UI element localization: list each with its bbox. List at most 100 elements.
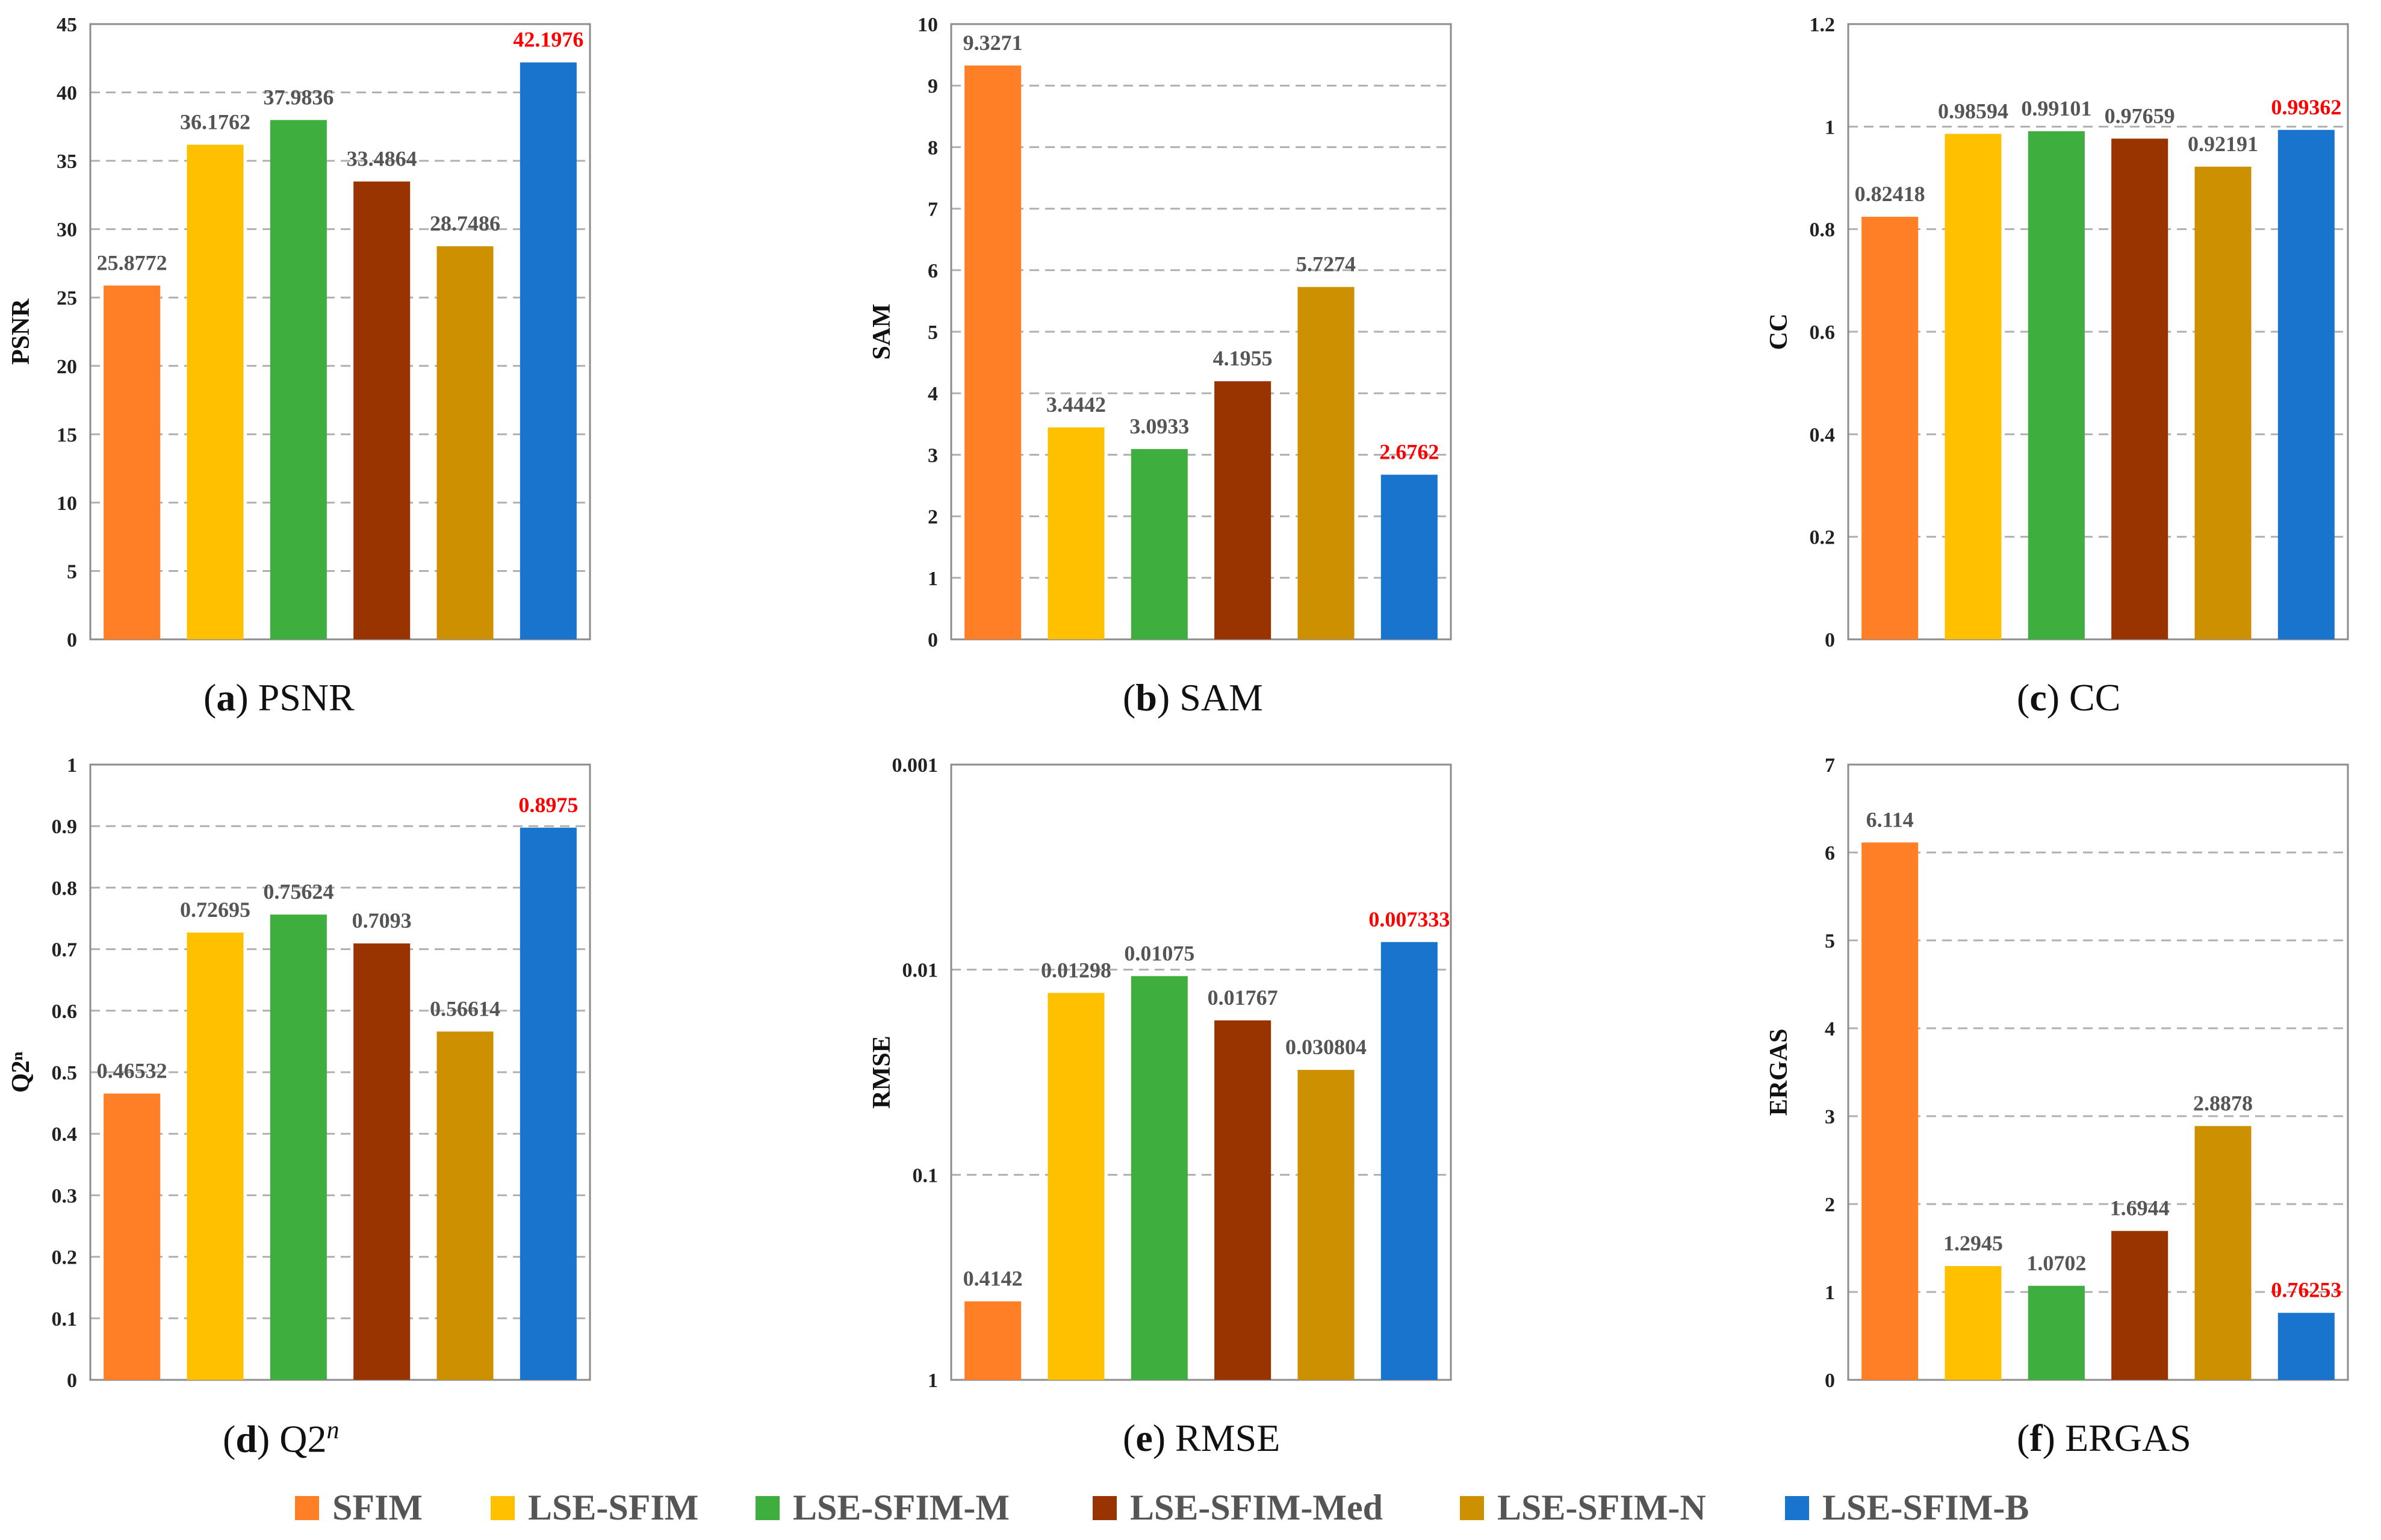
bar-lse-sfim-med xyxy=(2111,138,2168,639)
bar-lse-sfim-m xyxy=(1131,976,1188,1380)
caption-f: (f) ERGAS xyxy=(2017,1417,2191,1459)
data-label: 0.01298 xyxy=(1041,958,1111,982)
data-label: 36.1762 xyxy=(180,110,250,134)
tick-label: 0 xyxy=(67,629,77,651)
legend-item-lse-sfim-n: LSE-SFIM-N xyxy=(1460,1487,1706,1529)
tick-label: 5 xyxy=(1825,930,1835,952)
tick-label: 7 xyxy=(1825,754,1835,777)
caption-text: ERGAS xyxy=(2064,1417,2191,1459)
caption-c: (c) CC xyxy=(2017,676,2121,719)
chart-ergas: 0 1 2 3 4 5 6 7 ERGAS 6.114 1.2945 1.0702 1.6944 2.88… xyxy=(1758,741,2360,1392)
data-label: 0.75624 xyxy=(263,880,334,904)
data-label: 0.8975 xyxy=(518,793,578,817)
tick-label: 45 xyxy=(57,14,77,36)
tick-label: 4 xyxy=(928,383,938,405)
chart-sam-svg: 0 1 2 3 4 5 6 7 8 9 10 SAM 9.3271 3.4442 3.0933 4.1955 5… xyxy=(868,14,1452,651)
data-label: 0.76253 xyxy=(2271,1278,2341,1302)
tick-label: 40 xyxy=(57,82,77,105)
data-label: 0.72695 xyxy=(180,898,250,922)
bar-lse-sfim-n xyxy=(2194,166,2252,640)
caption-b: (b) SAM xyxy=(1123,676,1263,719)
tick-label: 10 xyxy=(917,14,938,36)
plot-frame xyxy=(1847,23,2349,641)
data-label: 2.8878 xyxy=(2193,1091,2253,1115)
bar-lse-sfim-m xyxy=(270,120,327,640)
bar-lse-sfim-n xyxy=(1297,287,1355,639)
legend: SFIM LSE-SFIM LSE-SFIM-M LSE-SFIM-Med LS… xyxy=(0,1487,2381,1535)
y-axis-label: Q2ⁿ xyxy=(7,1051,35,1093)
tick-label: 0.8 xyxy=(52,877,78,899)
bar-lse-sfim xyxy=(187,933,244,1380)
legend-swatch xyxy=(295,1495,319,1520)
tick-label: 20 xyxy=(57,356,77,378)
tick-label: 0.9 xyxy=(52,816,78,838)
bar-lse-sfim-b xyxy=(520,827,577,1380)
tick-label: 0.3 xyxy=(52,1185,78,1207)
data-label: 1.2945 xyxy=(1943,1231,2003,1255)
tick-label: 9 xyxy=(928,75,938,98)
data-label: 1.6944 xyxy=(2110,1196,2170,1220)
bar-sfim xyxy=(1861,842,1919,1380)
tick-label: 1 xyxy=(67,754,77,777)
legend-label: LSE-SFIM xyxy=(528,1488,699,1527)
tick-label: 7 xyxy=(928,199,938,221)
caption-d: (d) Q2n xyxy=(223,1417,340,1461)
legend-swatch xyxy=(756,1495,780,1520)
bar-lse-sfim-b xyxy=(1380,474,1438,639)
chart-rmse: 1 0.1 0.01 0.001 RMSE 0.4142 0.01298 0.01075 0.0… xyxy=(861,741,1463,1392)
tick-label: 2 xyxy=(1825,1194,1835,1216)
legend-swatch xyxy=(491,1495,515,1520)
bar-lse-sfim-n xyxy=(436,1031,494,1380)
data-label: 0.92191 xyxy=(2188,132,2258,156)
tick-label: 6 xyxy=(928,260,938,282)
legend-swatch xyxy=(1460,1495,1484,1520)
bar-lse-sfim-med xyxy=(353,943,411,1380)
tick-label: 0 xyxy=(1825,1370,1835,1392)
caption-text: PSNR xyxy=(258,676,355,719)
data-label: 33.4864 xyxy=(347,146,417,170)
bar-lse-sfim xyxy=(1048,993,1105,1380)
data-label: 3.4442 xyxy=(1046,393,1106,417)
bar-lse-sfim-n xyxy=(1297,1070,1355,1380)
y-axis-label: SAM xyxy=(868,303,896,359)
legend-label: SFIM xyxy=(332,1488,423,1527)
caption-text: CC xyxy=(2069,676,2121,719)
data-label: 0.56614 xyxy=(430,996,500,1020)
caption-a: (a) PSNR xyxy=(203,676,355,719)
legend-item-lse-sfim: LSE-SFIM xyxy=(491,1487,698,1529)
caption-letter: b xyxy=(1135,676,1157,719)
tick-label: 6 xyxy=(1825,842,1835,865)
bar-lse-sfim-b xyxy=(1380,942,1438,1380)
bar-lse-sfim-m xyxy=(2028,131,2085,640)
plot-frame xyxy=(950,763,1452,1381)
data-label: 0.99101 xyxy=(2021,96,2091,120)
bar-lse-sfim xyxy=(1048,427,1105,639)
data-label: 0.82418 xyxy=(1855,182,1925,206)
legend-label: LSE-SFIM-Med xyxy=(1130,1488,1383,1527)
bar-sfim xyxy=(964,1301,1022,1380)
tick-label: 30 xyxy=(57,219,77,241)
tick-label: 0.4 xyxy=(52,1123,78,1146)
tick-label: 0.01 xyxy=(902,960,939,982)
caption-text: Q2 xyxy=(279,1417,327,1461)
data-label: 37.9836 xyxy=(263,85,334,109)
chart-psnr-svg: 0 5 10 15 20 25 30 35 40 45 PSNR 25.8772 36.1762 37.9… xyxy=(7,14,591,651)
bar-sfim xyxy=(104,1093,161,1380)
plot-frame xyxy=(1847,763,2349,1381)
bar-lse-sfim-n xyxy=(436,246,494,639)
bar-lse-sfim-b xyxy=(520,62,577,639)
tick-label: 4 xyxy=(1825,1018,1835,1040)
tick-label: 0.1 xyxy=(913,1164,939,1187)
legend-swatch xyxy=(1093,1495,1117,1520)
data-label: 0.007333 xyxy=(1368,907,1450,931)
y-axis-label: ERGAS xyxy=(1765,1029,1793,1116)
bar-lse-sfim xyxy=(1945,134,2002,640)
chart-psnr: 0 5 10 15 20 25 30 35 40 45 PSNR 25.8772 36.1762 37.9… xyxy=(0,0,602,651)
chart-q2n: 0 0.1 0.2 0.3 0.4 0.5 0.6 0.7 0.8 0.9 1 Q2ⁿ 0.46532 0… xyxy=(0,741,602,1392)
caption-text: SAM xyxy=(1179,676,1263,719)
caption-letter: d xyxy=(235,1417,257,1461)
tick-label: 0.6 xyxy=(1810,321,1836,344)
data-label: 3.0933 xyxy=(1129,414,1189,438)
data-label: 6.114 xyxy=(1866,807,1914,831)
bar-lse-sfim-med xyxy=(1214,381,1271,639)
